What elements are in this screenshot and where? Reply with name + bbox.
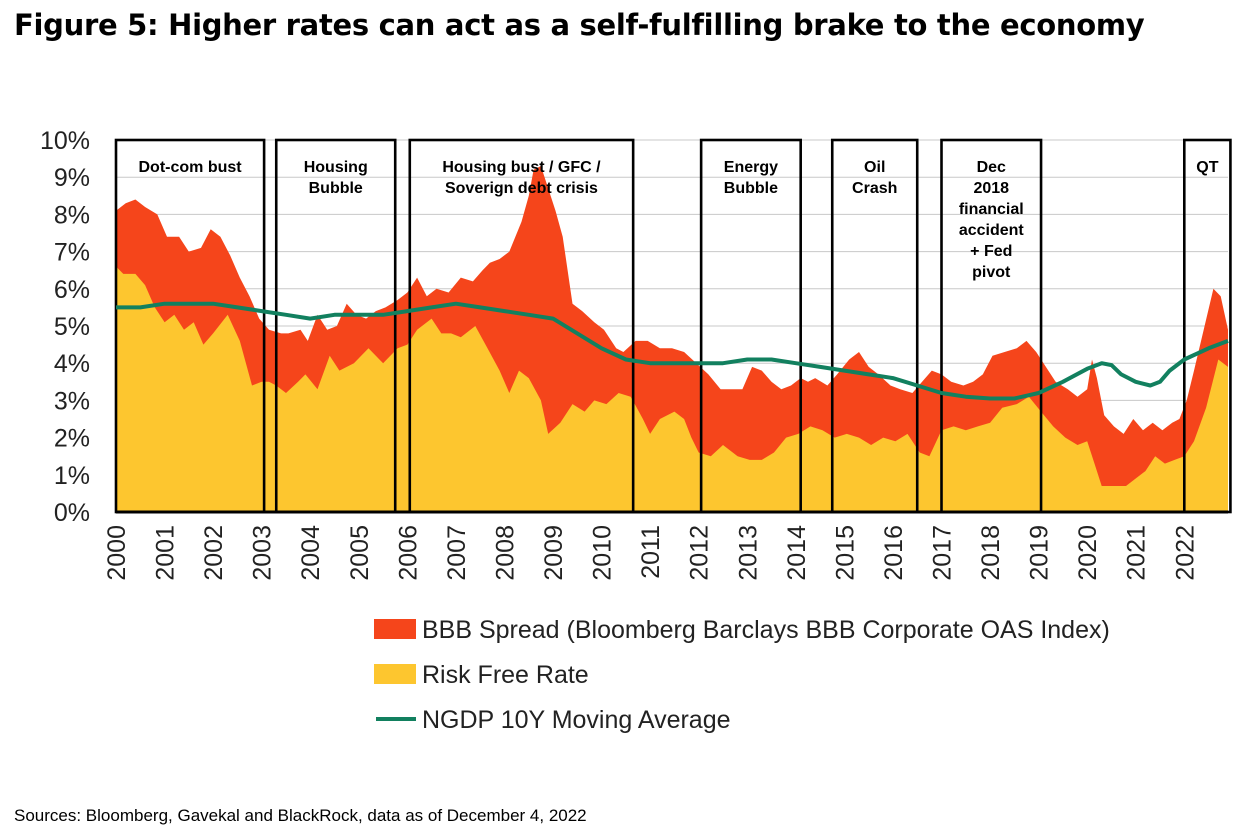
x-tick-label: 2014: [783, 525, 811, 581]
x-axis: 2000 2001 2002 2003 2004 2005 2006 2007 2008 2009…: [103, 525, 1199, 581]
annotation-label: pivot: [972, 264, 1011, 281]
annotation-label: 2018: [973, 180, 1009, 197]
figure-title: Figure 5: Higher rates can act as a self…: [14, 8, 1145, 42]
y-axis: 0% 1% 2% 3% 4% 5% 6% 7% 8% 9% 10%: [40, 127, 90, 527]
y-tick-label: 2%: [54, 425, 90, 453]
y-tick-label: 10%: [40, 127, 90, 155]
annotation-label: Crash: [852, 180, 897, 197]
annotation-label: QT: [1196, 159, 1218, 176]
y-tick-label: 9%: [54, 164, 90, 192]
ngdp-line: [116, 301, 1229, 401]
y-tick-label: 0%: [54, 499, 90, 527]
y-tick-label: 8%: [54, 201, 90, 229]
legend-item-ngdp: NGDP 10Y Moving Average: [376, 706, 731, 734]
x-tick-label: 2003: [249, 525, 277, 581]
y-tick-label: 3%: [54, 387, 90, 415]
x-tick-label: 2000: [103, 525, 131, 581]
annotation-label: accident: [959, 222, 1025, 239]
annotation-label: Bubble: [309, 180, 363, 197]
y-tick-label: 7%: [54, 239, 90, 267]
chart: Dot-com bust Housing Bubble Housing bust / …: [40, 127, 1232, 734]
x-tick-label: 2017: [929, 525, 957, 581]
annotation-label: Housing: [304, 159, 368, 176]
annotation-box: Energy Bubble: [699, 138, 802, 514]
x-tick-label: 2008: [491, 525, 519, 581]
y-tick-label: 5%: [54, 313, 90, 341]
annotation-label: Soverign debt crisis: [445, 180, 598, 197]
y-tick-label: 4%: [54, 350, 90, 378]
annotation-label: Bubble: [724, 180, 778, 197]
x-tick-label: 2022: [1171, 525, 1199, 581]
x-tick-label: 2007: [443, 525, 471, 581]
legend-swatch: [374, 664, 416, 684]
annotation-label: Dec: [977, 159, 1006, 176]
x-tick-label: 2006: [394, 525, 422, 581]
sources-note: Sources: Bloomberg, Gavekal and BlackRoc…: [14, 806, 587, 825]
legend: BBB Spread (Bloomberg Barclays BBB Corpo…: [374, 616, 1110, 734]
annotation-label: Dot-com bust: [138, 159, 242, 176]
y-tick-label: 6%: [54, 276, 90, 304]
legend-label: BBB Spread (Bloomberg Barclays BBB Corpo…: [422, 616, 1110, 644]
x-tick-label: 2015: [831, 525, 859, 581]
legend-label: Risk Free Rate: [422, 661, 589, 689]
x-tick-label: 2020: [1074, 525, 1102, 581]
annotation-label: financial: [959, 201, 1024, 218]
x-tick-label: 2009: [540, 525, 568, 581]
x-tick-label: 2005: [346, 525, 374, 581]
annotation-box: Housing Bubble: [274, 138, 397, 514]
legend-item-spread: BBB Spread (Bloomberg Barclays BBB Corpo…: [374, 616, 1110, 644]
annotation-boxes: Dot-com bust Housing Bubble Housing bust / …: [114, 138, 1232, 514]
legend-swatch: [374, 619, 416, 639]
x-tick-label: 2013: [734, 525, 762, 581]
x-tick-label: 2011: [637, 525, 665, 579]
annotation-label: Energy: [724, 159, 778, 176]
annotation-label: + Fed: [970, 243, 1012, 260]
legend-label: NGDP 10Y Moving Average: [422, 706, 731, 734]
annotation-label: Oil: [864, 159, 885, 176]
x-tick-label: 2021: [1123, 525, 1151, 581]
annotation-label: Housing bust / GFC /: [442, 159, 601, 176]
x-tick-label: 2004: [297, 525, 325, 581]
x-tick-label: 2010: [589, 525, 617, 581]
x-tick-label: 2018: [977, 525, 1005, 581]
x-tick-label: 2019: [1026, 525, 1054, 581]
legend-item-risk-free: Risk Free Rate: [374, 661, 589, 689]
x-tick-label: 2016: [880, 525, 908, 581]
x-tick-label: 2012: [686, 525, 714, 581]
x-tick-label: 2002: [200, 525, 228, 581]
x-tick-label: 2001: [152, 525, 180, 581]
y-tick-label: 1%: [54, 462, 90, 490]
